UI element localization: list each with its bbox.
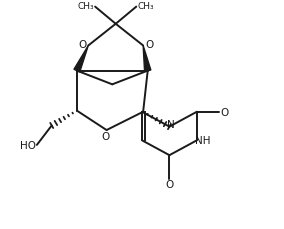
Text: CH₃: CH₃	[77, 2, 94, 11]
Text: CH₃: CH₃	[137, 2, 154, 11]
Text: NH: NH	[195, 136, 211, 146]
Text: O: O	[221, 107, 229, 117]
Text: HO: HO	[20, 140, 36, 150]
Text: O: O	[145, 40, 154, 50]
Text: O: O	[101, 132, 110, 142]
Polygon shape	[143, 46, 151, 72]
Text: O: O	[165, 179, 174, 189]
Text: N: N	[167, 119, 175, 129]
Polygon shape	[74, 46, 88, 73]
Text: O: O	[78, 40, 87, 50]
